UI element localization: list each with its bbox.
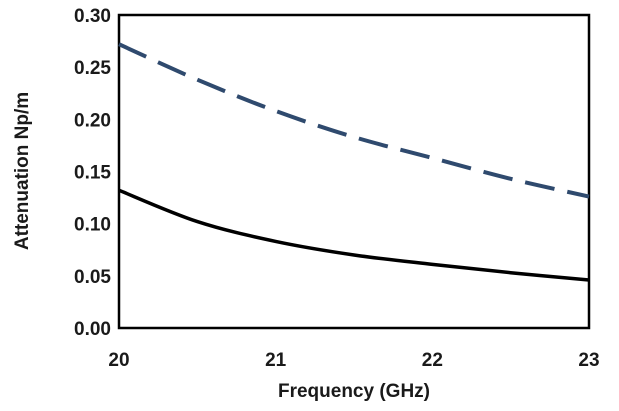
y-tick-label: 0.15 <box>74 163 111 184</box>
x-axis-title: Frequency (GHz) <box>278 381 430 402</box>
x-tick-label: 23 <box>578 350 599 371</box>
y-tick-label: 0.00 <box>74 319 111 340</box>
x-axis-ticks: 20 21 22 23 <box>108 350 599 371</box>
plot-area <box>117 13 591 330</box>
y-tick-label: 0.25 <box>74 58 111 79</box>
x-tick-label: 20 <box>108 350 129 371</box>
y-tick-label: 0.20 <box>74 110 111 131</box>
y-tick-label: 0.10 <box>74 215 111 236</box>
y-tick-label: 0.30 <box>74 6 111 27</box>
x-tick-label: 21 <box>265 350 287 371</box>
y-axis-ticks: 0.00 0.05 0.10 0.15 0.20 0.25 0.30 <box>74 6 111 340</box>
dashed-series-line <box>118 42 590 199</box>
x-tick-label: 22 <box>422 350 443 371</box>
y-axis-title: Attenuation Np/m <box>12 92 33 250</box>
solid-series-line <box>118 188 590 282</box>
series-layer <box>118 42 590 282</box>
y-tick-label: 0.05 <box>74 267 111 288</box>
